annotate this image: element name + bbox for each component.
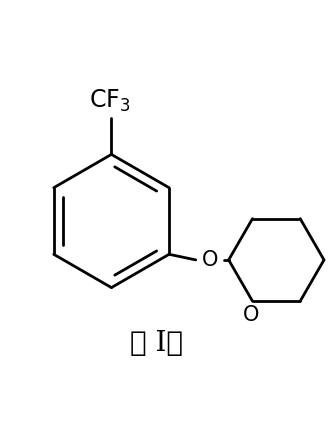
Text: CF$_3$: CF$_3$ (89, 88, 131, 114)
Text: 式 I；: 式 I； (131, 330, 184, 357)
Text: O: O (202, 250, 218, 270)
Text: O: O (243, 305, 259, 325)
